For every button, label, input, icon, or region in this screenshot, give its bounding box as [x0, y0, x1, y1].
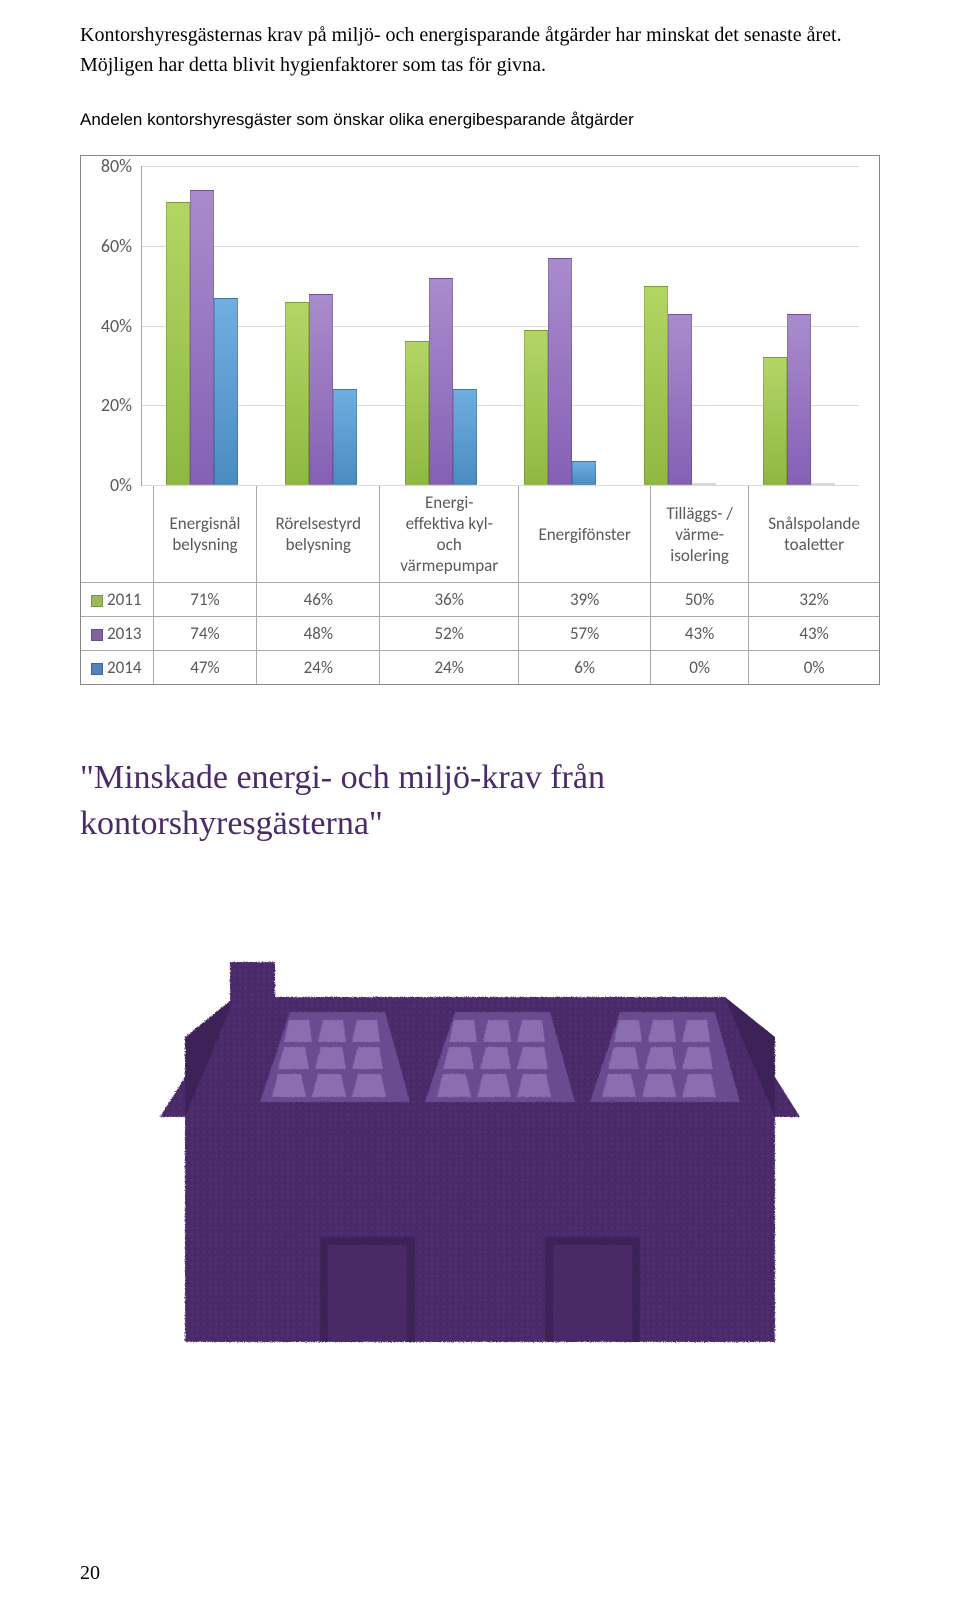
chart-data-table: EnergisnålbelysningRörelsestyrdbelysning…: [81, 486, 879, 684]
table-row: 2011 71%46%36%39%50%32%: [81, 583, 879, 617]
chart-bar: [548, 166, 572, 485]
chart-bar: [190, 166, 214, 485]
chart-title: Andelen kontorshyresgäster som önskar ol…: [80, 110, 880, 130]
chart-bar: [429, 166, 453, 485]
table-col-header: Rörelsestyrdbelysning: [257, 486, 380, 583]
table-col-header: Energifönster: [519, 486, 651, 583]
table-cell: 50%: [651, 583, 749, 617]
table-cell: 0%: [651, 651, 749, 685]
table-cell: 39%: [519, 583, 651, 617]
chart-y-tick: 60%: [87, 235, 132, 257]
chart-bar: [309, 166, 333, 485]
legend-cell: 2011: [81, 583, 153, 617]
table-col-header: Snålspolandetoaletter: [749, 486, 879, 583]
legend-swatch-icon: [91, 663, 103, 675]
chart-y-tick: 20%: [87, 394, 132, 416]
table-cell: 0%: [749, 651, 879, 685]
legend-swatch-icon: [91, 629, 103, 641]
chart-bar-group: [262, 166, 382, 485]
chart-bar: [811, 166, 835, 485]
table-cell: 71%: [153, 583, 257, 617]
chart-bar: [285, 166, 309, 485]
table-cell: 6%: [519, 651, 651, 685]
chart-bar-group: [142, 166, 262, 485]
table-col-header: Energi-effektiva kyl-ochvärmepumpar: [380, 486, 519, 583]
chart-bar-group: [740, 166, 860, 485]
table-cell: 57%: [519, 617, 651, 651]
table-col-header: Energisnålbelysning: [153, 486, 257, 583]
house-illustration: [80, 907, 880, 1347]
intro-paragraph: Kontorshyresgästernas krav på miljö- och…: [80, 20, 880, 80]
table-cell: 43%: [651, 617, 749, 651]
chart-plot-area: 0%20%40%60%80%: [81, 156, 879, 486]
chart-bar: [692, 166, 716, 485]
table-row: 201447%24%24%6%0%0%: [81, 651, 879, 685]
chart-bar: [333, 166, 357, 485]
table-cell: 47%: [153, 651, 257, 685]
chart-bar: [166, 166, 190, 485]
chart-bar-group: [620, 166, 740, 485]
chart-y-tick: 40%: [87, 315, 132, 337]
table-cell: 32%: [749, 583, 879, 617]
chart-gridline: [142, 485, 859, 486]
chart-bar: [644, 166, 668, 485]
table-cell: 24%: [380, 651, 519, 685]
legend-cell: 2014: [81, 651, 153, 685]
pull-quote: "Minskade energi- och miljö-krav från ko…: [80, 755, 880, 847]
page-number: 20: [80, 1562, 100, 1585]
chart-bar-group: [501, 166, 621, 485]
legend-year: 2013: [107, 623, 141, 644]
chart-container: 0% 20% 40% 60% 80% EnergisnålbelysningRörels…: [80, 155, 880, 685]
table-cell: 74%: [153, 617, 257, 651]
chart-bar: [668, 166, 692, 485]
chart-bar: [214, 166, 238, 485]
table-col-header: Tilläggs- /värme-isolering: [651, 486, 749, 583]
legend-cell: 2013: [81, 617, 153, 651]
chart-bar: [524, 166, 548, 485]
legend-year: 2011: [107, 589, 141, 610]
chart-bar: [572, 166, 596, 485]
chart-bar-group: [381, 166, 501, 485]
table-cell: 48%: [257, 617, 380, 651]
table-cell: 24%: [257, 651, 380, 685]
table-cell: 52%: [380, 617, 519, 651]
chart-bar: [453, 166, 477, 485]
table-cell: 36%: [380, 583, 519, 617]
table-row: 201374%48%52%57%43%43%: [81, 617, 879, 651]
table-cell: 46%: [257, 583, 380, 617]
chart-y-tick: 80%: [87, 155, 132, 177]
chart-bar: [787, 166, 811, 485]
chart-bar: [405, 166, 429, 485]
table-cell: 43%: [749, 617, 879, 651]
chart-y-tick: 0%: [87, 474, 132, 496]
legend-year: 2014: [107, 657, 141, 678]
legend-swatch-icon: [91, 595, 103, 607]
chart-bar: [763, 166, 787, 485]
